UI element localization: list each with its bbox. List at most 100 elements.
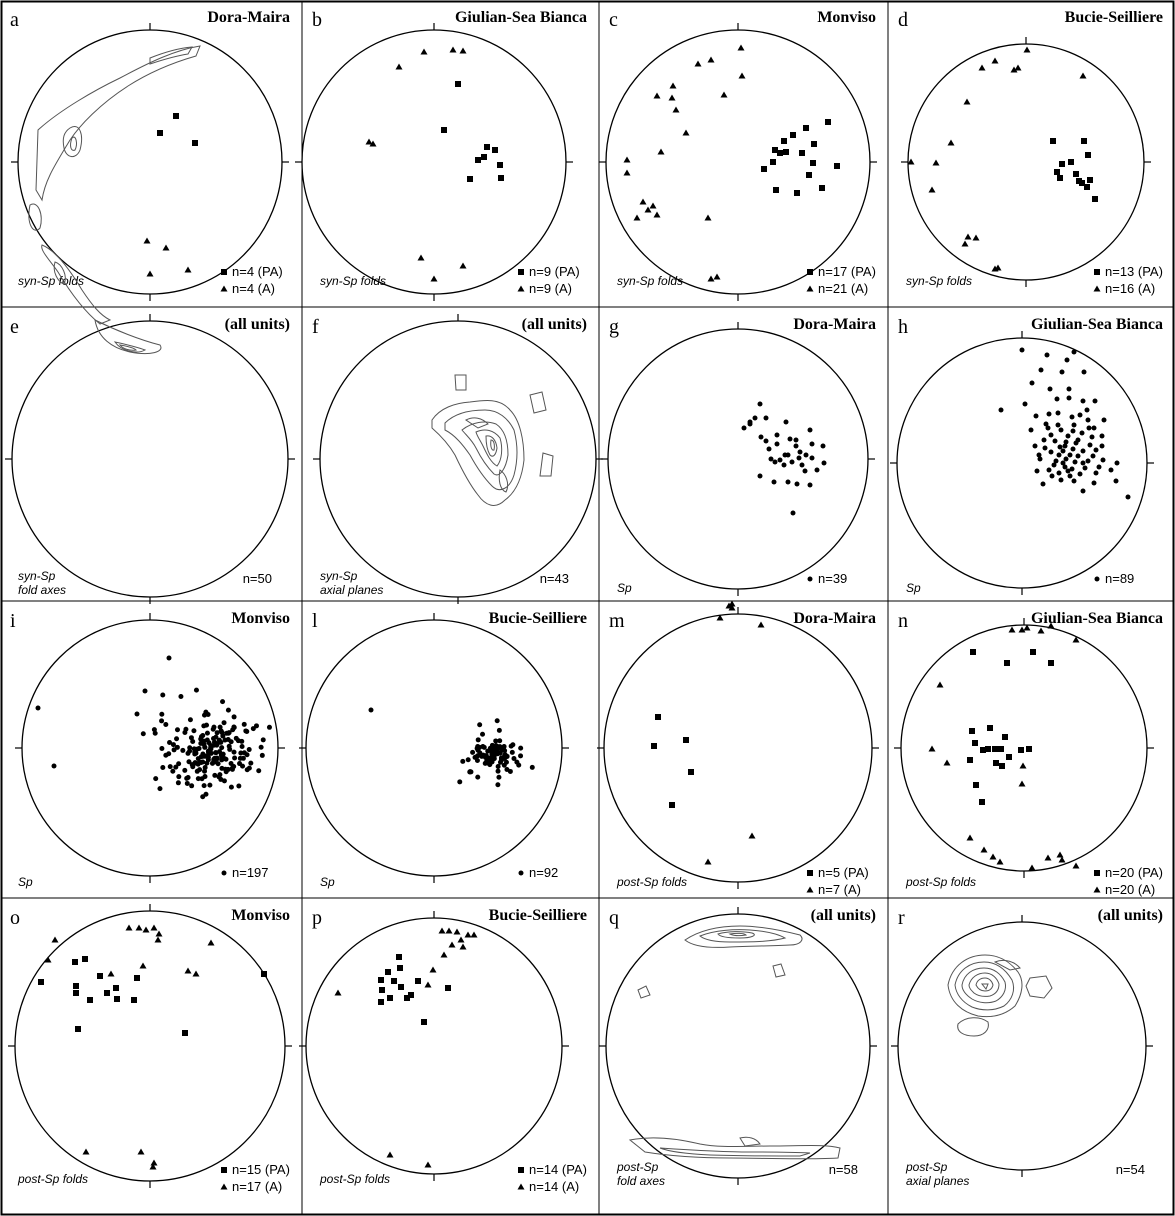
legend-square-symbol [518,1167,524,1173]
panel-letter: f [312,316,319,338]
foliation-pole [772,459,778,465]
foliation-pole [480,731,486,737]
foliation-pole [221,720,227,726]
fold-axis [704,858,712,865]
fold-axis [1019,762,1027,769]
foliation-pole [1071,422,1077,428]
fold-axial-plane-pole [810,160,816,166]
fold-axial-plane-pole [794,190,800,196]
foliation-pole [1049,473,1055,479]
fold-axis [1018,780,1026,787]
legend-triangle-symbol [220,285,228,292]
foliation-pole [204,760,210,766]
foliation-pole [187,745,193,751]
fold-axis [737,44,745,51]
fold-axis [139,962,147,969]
stereonet [891,915,1153,1177]
data-points [998,347,1131,500]
foliation-pole [510,742,516,748]
legend-count: n=5 (PA) [818,865,869,880]
fold-axial-plane-pole [777,150,783,156]
foliation-pole [783,419,789,425]
fold-axial-plane-pole [131,997,137,1003]
legend-square-symbol [807,269,813,275]
fold-axis [453,928,461,935]
foliation-pole [497,750,503,756]
foliation-pole [1079,430,1085,436]
fold-axial-plane-pole [113,985,119,991]
fold-axial-plane-pole [385,969,391,975]
foliation-pole [493,738,499,744]
foliation-pole [188,735,194,741]
foliation-pole [214,742,220,748]
fold-axis [996,858,1004,865]
foliation-pole [495,763,501,769]
fold-axial-plane-pole [998,746,1004,752]
fold-axis [738,72,746,79]
foliation-pole [1062,464,1068,470]
primitive-circle [305,917,563,1175]
foliation-pole [518,753,524,759]
data-points [365,46,504,282]
foliation-pole [1056,470,1062,476]
stereonet [295,23,573,301]
fold-axial-plane-pole [985,746,991,752]
foliation-pole [457,779,463,785]
foliation-pole [173,764,179,770]
fold-axis [1058,856,1066,863]
fold-axis [386,1151,394,1158]
panel-letter: g [609,316,619,338]
fold-axial-plane-pole [182,1030,188,1036]
foliation-pole [246,747,252,753]
fold-axial-plane-pole [421,1019,427,1025]
foliation-pole [1022,401,1028,407]
foliation-pole [266,724,272,730]
fold-axial-plane-pole [761,166,767,172]
fold-axial-plane-pole [655,714,661,720]
foliation-pole [203,753,209,759]
foliation-pole [202,768,208,774]
foliation-pole [821,460,827,466]
legend: n=197 [221,865,269,880]
foliation-pole [229,766,235,772]
data-points [368,707,535,788]
fold-axis [1014,64,1022,71]
foliation-pole [1048,449,1054,455]
foliation-pole [248,760,254,766]
fold-axis [1079,72,1087,79]
unit-name: Monviso [231,610,290,627]
legend-count: n=13 (PA) [1105,264,1163,279]
fold-axis [1018,626,1026,633]
fold-axial-plane-pole [1030,649,1036,655]
fold-axis [1010,66,1018,73]
fold-axis [1037,627,1045,634]
fold-axial-plane-pole [803,125,809,131]
fold-axial-plane-pole [97,973,103,979]
legend-count: n=15 (PA) [232,1162,290,1177]
legend-square-symbol [807,870,813,876]
panel-letter: h [898,316,908,338]
foliation-pole [259,752,265,758]
stereonet [890,331,1154,595]
fold-axis [928,745,936,752]
foliation-pole [166,751,172,757]
fold-axis [653,211,661,218]
foliation-pole [1085,458,1091,464]
fold-axis [963,98,971,105]
data-points [741,401,827,516]
dataset-label: syn-Sp folds [617,274,683,288]
fold-axis [932,159,940,166]
foliation-pole [1082,465,1088,471]
foliation-pole [134,711,140,717]
foliation-pole [1041,437,1047,443]
primitive-circle [305,619,563,877]
legend-count: n=16 (A) [1105,281,1155,296]
foliation-pole [814,467,820,473]
foliation-pole [797,449,803,455]
fold-axial-plane-pole [1026,746,1032,752]
foliation-pole [1113,478,1119,484]
foliation-pole [777,457,783,463]
